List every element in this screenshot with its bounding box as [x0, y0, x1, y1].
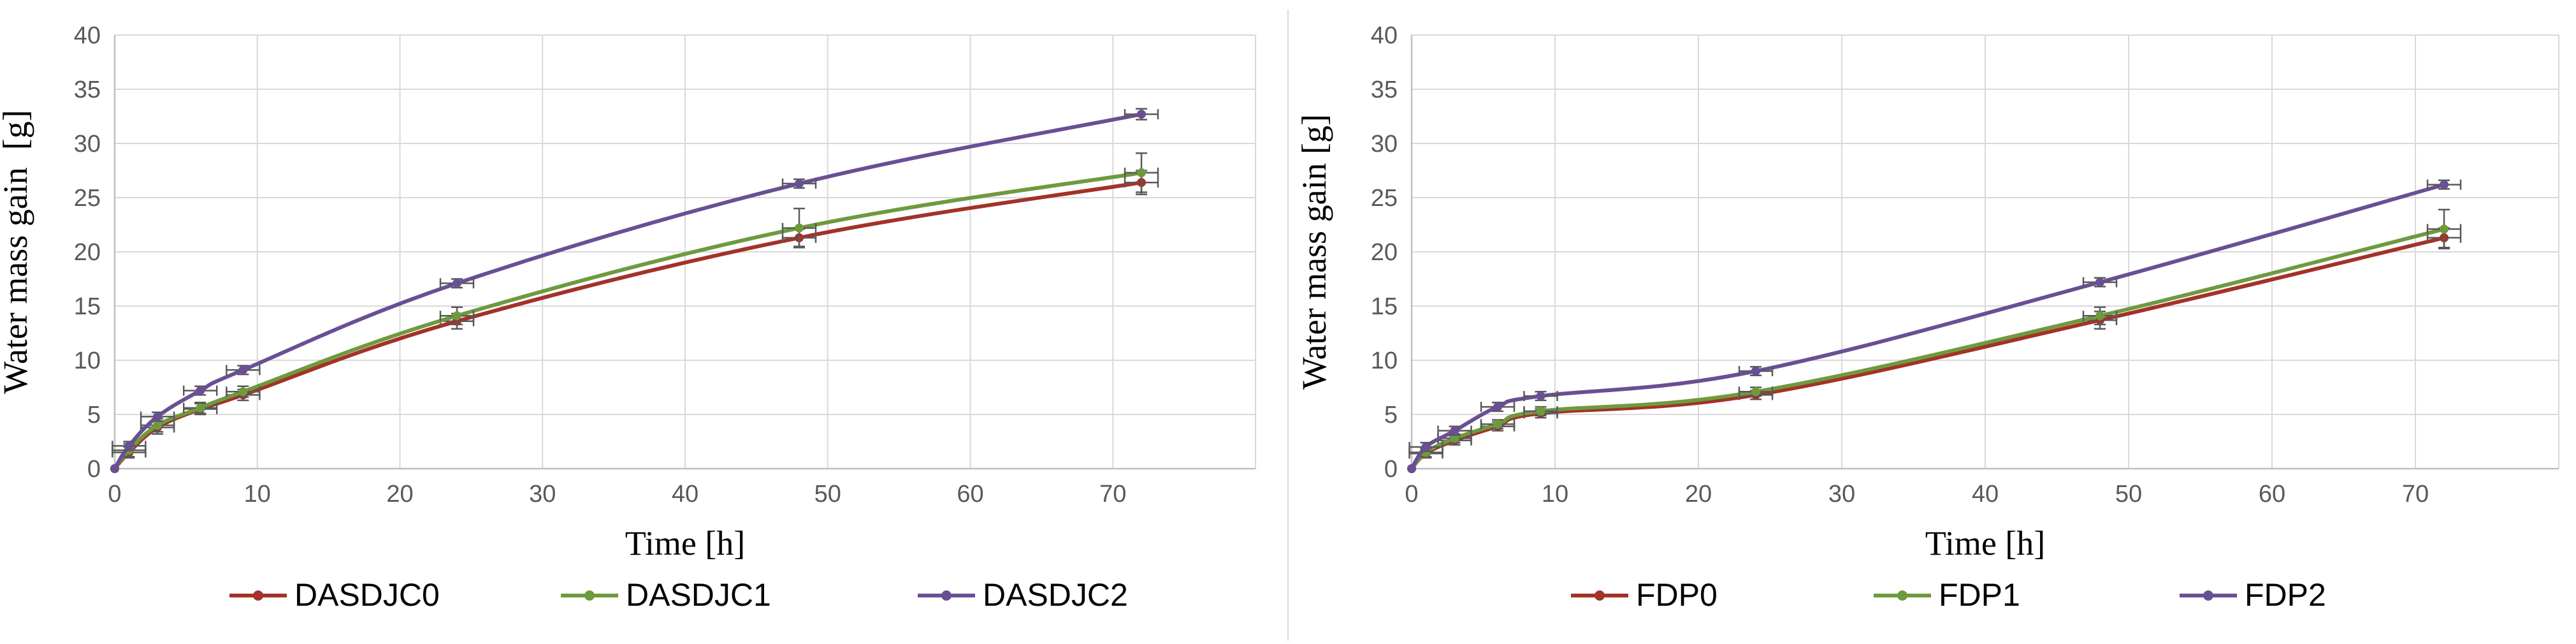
data-point — [1450, 426, 1459, 435]
data-point — [238, 387, 248, 397]
x-tick-label: 20 — [1685, 481, 1712, 508]
series-line — [113, 112, 1143, 471]
y-tick-label: 40 — [1371, 22, 1398, 49]
data-point — [2095, 277, 2104, 287]
x-tick-label: 20 — [386, 481, 413, 508]
legend-label: DASDJC1 — [626, 577, 771, 613]
data-point — [795, 179, 804, 188]
legend-item-fdp1: FDP1 — [1874, 577, 2020, 613]
y-tick-label: 25 — [74, 185, 101, 212]
data-point — [1493, 420, 1502, 429]
legend-item-fdp0: FDP0 — [1571, 577, 1718, 613]
legend-item-fdp2: FDP2 — [2180, 577, 2326, 613]
data-point — [196, 386, 205, 395]
data-point — [795, 223, 804, 233]
data-point — [2440, 224, 2449, 234]
series-line — [113, 170, 1143, 471]
data-point — [1493, 402, 1502, 412]
y-tick-label: 0 — [1384, 456, 1398, 483]
y-tick-label: 20 — [1371, 239, 1398, 266]
legend-item-dasdjc1: DASDJC1 — [561, 577, 771, 613]
y-tick-label: 10 — [1371, 348, 1398, 374]
chart-panel-1: 0 5 10 15 20 25 30 35 40 0 10 20 30 40 50 60 70 Time [h] W… — [0, 22, 1256, 613]
legend-label: DASDJC2 — [983, 577, 1128, 613]
x-axis-title: Time [h] — [1925, 524, 2046, 562]
data-point — [2095, 311, 2104, 321]
data-point — [110, 464, 119, 473]
x-tick-label: 60 — [2259, 481, 2285, 508]
y-tick-label: 35 — [74, 77, 101, 103]
x-tick-label: 70 — [2402, 481, 2429, 508]
legend-item-dasdjc2: DASDJC2 — [918, 577, 1128, 613]
x-tick-label: 0 — [1405, 481, 1418, 508]
legend-label: FDP2 — [2245, 577, 2326, 613]
legend-swatch-marker — [941, 590, 952, 601]
x-tick-label: 40 — [1972, 481, 1999, 508]
x-tick-label: 30 — [1828, 481, 1855, 508]
legend-swatch-marker — [584, 590, 595, 601]
data-point — [196, 403, 205, 413]
data-point — [1536, 406, 1545, 416]
x-tick-label: 50 — [2115, 481, 2142, 508]
data-point — [2440, 180, 2449, 189]
x-tick-label: 70 — [1099, 481, 1126, 508]
series-fdp1 — [1407, 209, 2462, 473]
data-point — [124, 441, 134, 451]
data-point — [1407, 464, 1416, 473]
x-axis-title: Time [h] — [625, 524, 746, 562]
legend-label: FDP1 — [1939, 577, 2020, 613]
y-tick-label: 15 — [1371, 293, 1398, 320]
series-line — [113, 180, 1143, 471]
series-dasdjc1 — [110, 152, 1159, 473]
series-line — [1410, 182, 2446, 471]
legend-swatch-marker — [1897, 590, 1907, 601]
x-tick-label: 50 — [814, 481, 841, 508]
data-point — [1751, 387, 1760, 397]
y-tick-label: 20 — [74, 239, 101, 266]
x-tick-label: 10 — [1542, 481, 1568, 508]
legend-label: DASDJC0 — [294, 577, 440, 613]
legend-label: FDP0 — [1636, 577, 1718, 613]
data-point — [1450, 434, 1459, 443]
x-tick-label: 10 — [244, 481, 271, 508]
data-point — [238, 365, 248, 375]
y-axis-title: Water mass gain [g] — [0, 110, 34, 394]
series-line — [1410, 235, 2446, 471]
y-tick-label: 0 — [87, 456, 101, 483]
y-tick-label: 15 — [74, 293, 101, 320]
data-point — [1536, 392, 1545, 401]
y-tick-label: 5 — [1384, 402, 1398, 428]
y-tick-label: 35 — [1371, 77, 1398, 103]
legend-swatch-marker — [2203, 590, 2213, 601]
y-tick-label: 30 — [1371, 131, 1398, 157]
series-fdp2 — [1407, 179, 2462, 473]
y-tick-label: 40 — [74, 22, 101, 49]
x-tick-label: 40 — [672, 481, 698, 508]
legend-swatch-marker — [253, 590, 263, 601]
data-point — [1137, 110, 1146, 119]
x-tick-label: 60 — [957, 481, 983, 508]
data-point — [153, 421, 163, 430]
legend-item-dasdjc0: DASDJC0 — [229, 577, 440, 613]
legend-swatch-marker — [1595, 590, 1605, 601]
data-point — [1421, 443, 1431, 451]
data-point — [452, 279, 461, 288]
y-tick-label: 25 — [1371, 185, 1398, 212]
data-point — [153, 412, 163, 421]
y-tick-label: 5 — [87, 402, 101, 428]
data-point — [1751, 367, 1760, 376]
series-line — [1410, 227, 2446, 471]
data-point — [1137, 168, 1146, 177]
x-tick-label: 0 — [108, 481, 121, 508]
series-dasdjc2 — [110, 108, 1159, 473]
y-tick-label: 10 — [74, 348, 101, 374]
series-dasdjc0 — [110, 170, 1159, 473]
chart-panel-2: 0 5 10 15 20 25 30 35 40 0 10 20 30 40 50 60 70 Time [h] W… — [1295, 22, 2559, 613]
x-tick-label: 30 — [529, 481, 556, 508]
y-tick-label: 30 — [74, 131, 101, 157]
data-point — [452, 311, 461, 321]
y-axis-title: Water mass gain [g] — [1295, 114, 1333, 390]
